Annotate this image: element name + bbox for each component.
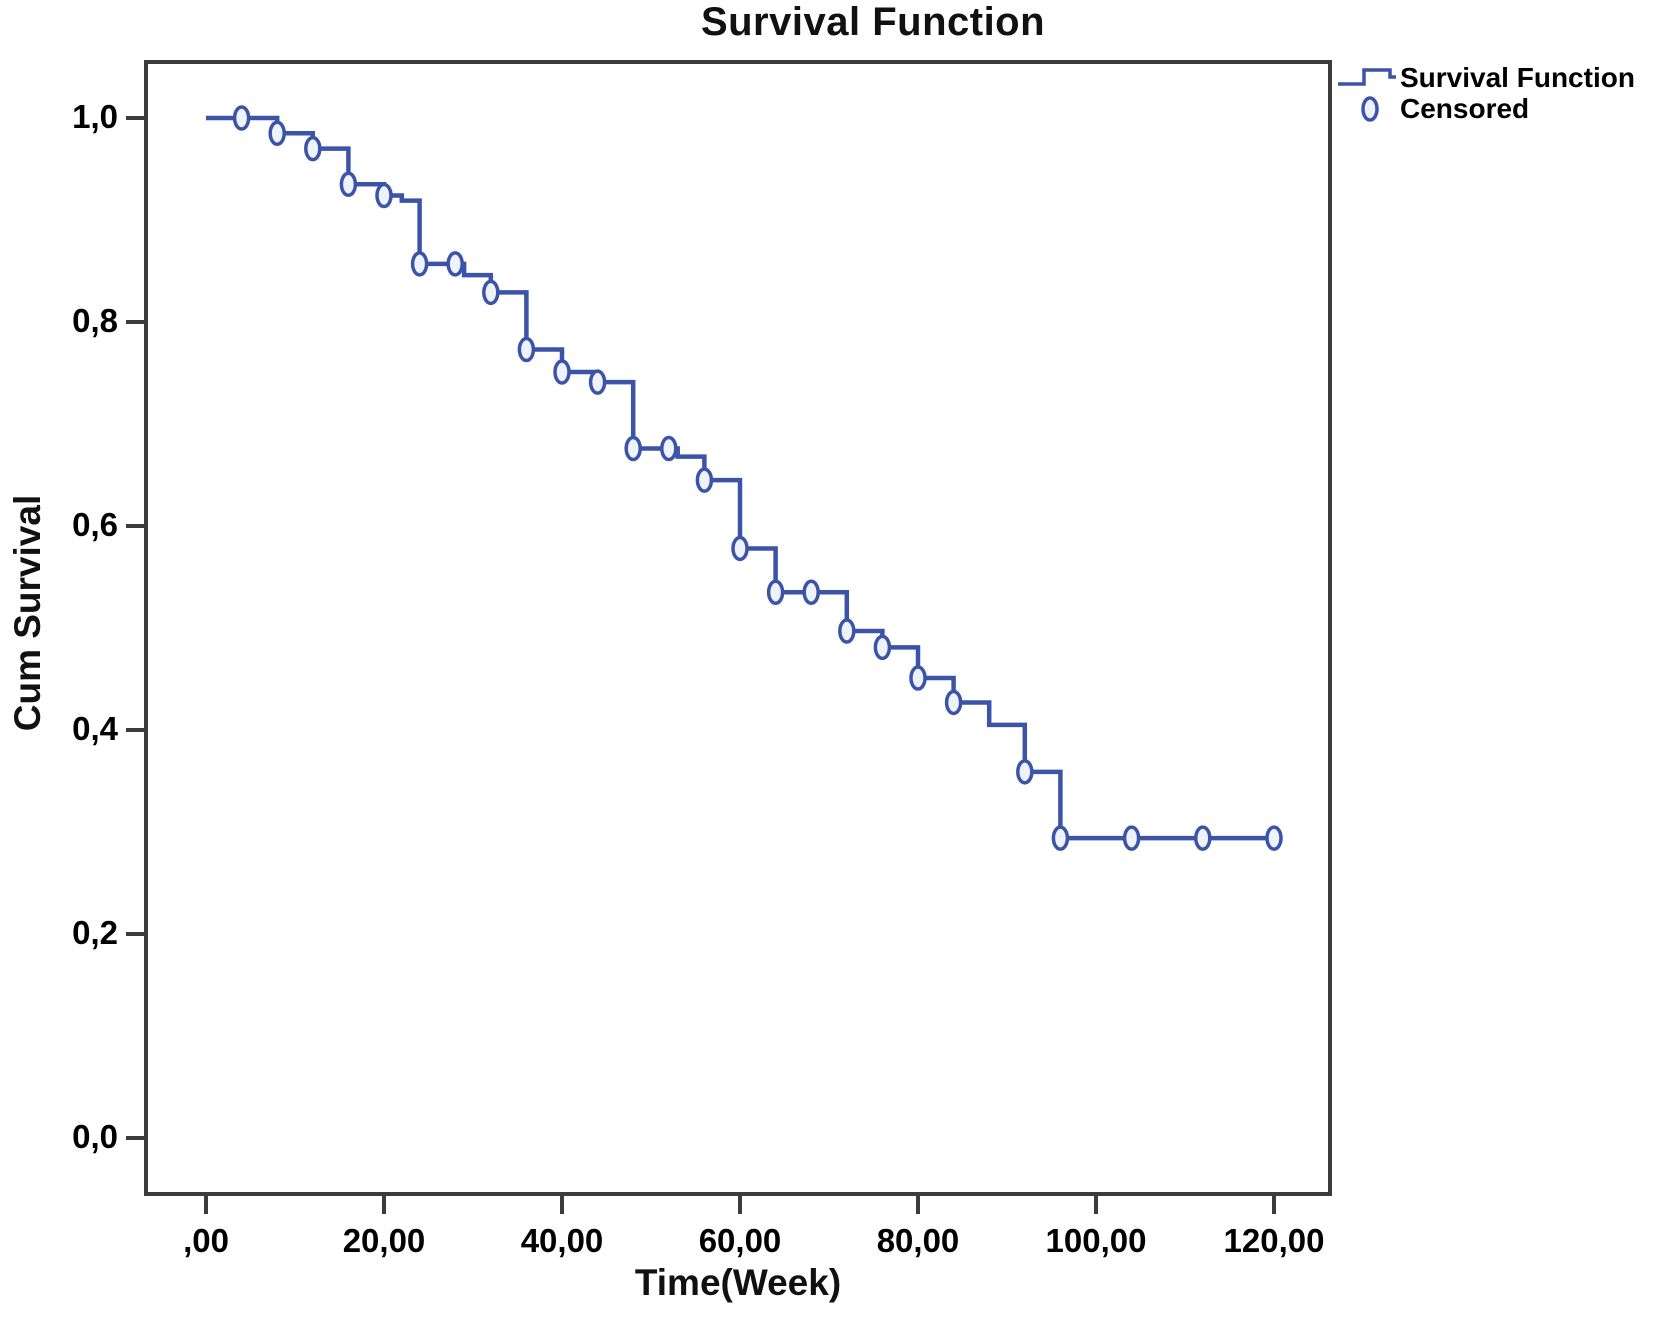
censored-marker (410, 251, 429, 277)
y-tick-label: 1,0 (72, 98, 118, 135)
x-axis-title: Time(Week) (634, 1262, 842, 1303)
censored-marker (1016, 759, 1034, 785)
survival-step-path (206, 115, 1274, 841)
legend-label-censored: Censored (1400, 92, 1530, 124)
y-tick-label: 0,6 (72, 506, 118, 543)
censored-marker (304, 135, 322, 162)
censored-marker (1265, 825, 1283, 851)
x-tick-label: ,00 (183, 1222, 229, 1259)
x-tick-label: 40,00 (520, 1222, 604, 1259)
x-tick-label: 120,00 (1223, 1222, 1325, 1259)
y-tick-label: 0,0 (72, 1118, 118, 1155)
legend: Survival Function Censored (1336, 62, 1635, 124)
censored-marker (1051, 825, 1070, 851)
censored-marker (944, 689, 963, 716)
legend-label-survival-function: Survival Function (1400, 61, 1635, 93)
x-tick-label: 20,00 (342, 1222, 426, 1259)
y-tick-label: 0,2 (72, 914, 118, 951)
censored-marker-icon (1361, 95, 1379, 122)
step-line-icon (1338, 67, 1396, 86)
y-tick-label: 0,4 (72, 710, 118, 747)
y-tick-label: 0,8 (72, 302, 118, 339)
censored-marker (1122, 825, 1141, 851)
censored-marker (232, 105, 251, 131)
censored-marker (766, 579, 785, 606)
censored-marker (802, 579, 820, 606)
censored-marker (588, 369, 607, 395)
censored-marker (553, 359, 571, 385)
x-tick-label: 100,00 (1045, 1222, 1147, 1259)
censored-marker (1194, 825, 1212, 851)
censored-marker (909, 665, 927, 691)
censored-marker (446, 251, 464, 277)
censored-marker (695, 467, 714, 493)
censored-marker (375, 182, 393, 209)
censored-marker (517, 336, 536, 363)
censored-marker (873, 634, 892, 661)
plot-frame (144, 60, 1332, 1196)
legend-item-censored: Censored (1336, 93, 1635, 124)
censored-marker (482, 279, 500, 306)
censored-marker (339, 171, 358, 198)
censored-marker (624, 435, 642, 462)
censored-marker (731, 535, 749, 562)
x-tick-label: 60,00 (698, 1222, 782, 1259)
censored-marker (838, 618, 856, 644)
censored-marker (660, 435, 678, 462)
x-tick-label: 80,00 (876, 1222, 960, 1259)
chart-title: Survival Function (700, 0, 1046, 44)
censored-marker (268, 120, 286, 147)
legend-item-survival-function: Survival Function (1336, 62, 1635, 93)
